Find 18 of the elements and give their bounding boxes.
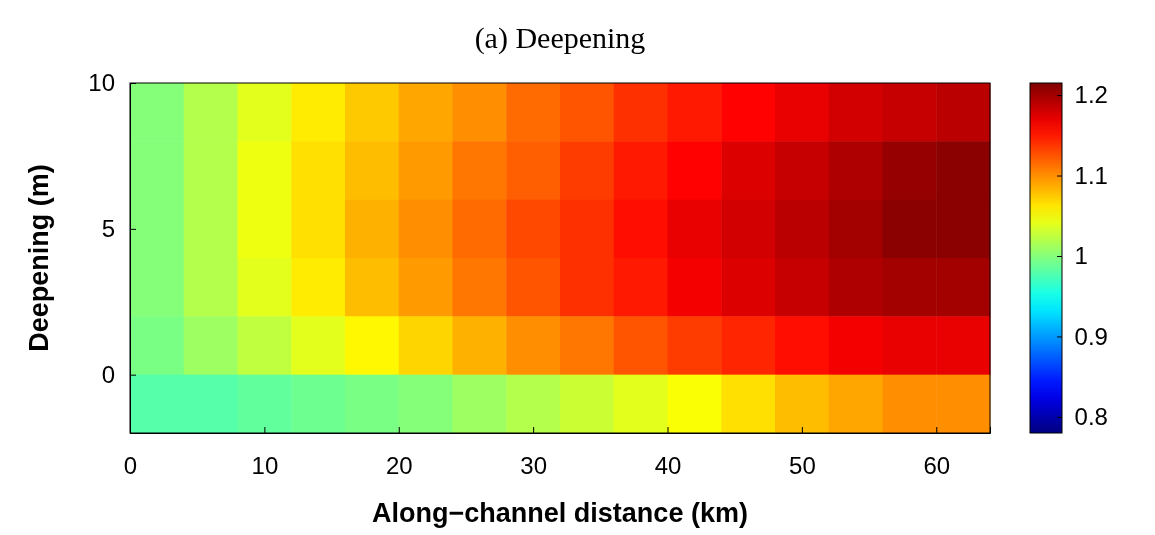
y-axis-title: Deepening (m) bbox=[24, 164, 54, 352]
x-tick-label: 40 bbox=[654, 452, 682, 480]
color-bar-label: 0.9 bbox=[1074, 322, 1108, 350]
y-tick-label: 10 bbox=[88, 69, 115, 97]
x-axis-title: Along−channel distance (km) bbox=[372, 498, 748, 528]
x-tick-label: 0 bbox=[123, 452, 138, 480]
y-tick-label: 0 bbox=[101, 360, 115, 388]
chart-title: (a) Deepening bbox=[474, 21, 646, 55]
color-bar-label: 1 bbox=[1074, 242, 1088, 270]
x-tick-label: 60 bbox=[923, 452, 951, 480]
x-tick-label: 20 bbox=[385, 452, 413, 480]
x-tick-label: 50 bbox=[789, 452, 816, 480]
color-bar-label: 1.1 bbox=[1074, 161, 1108, 189]
color-bar-label: 0.8 bbox=[1074, 403, 1108, 431]
x-tick-label: 10 bbox=[251, 452, 279, 480]
y-tick-label: 5 bbox=[101, 215, 115, 243]
color-bar-label: 1.2 bbox=[1074, 81, 1108, 109]
x-tick-label: 30 bbox=[520, 452, 547, 480]
